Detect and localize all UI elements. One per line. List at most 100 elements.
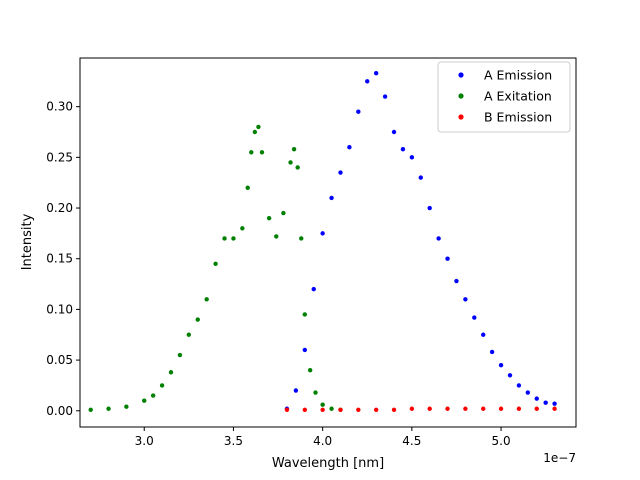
- y-tick-label: 0.20: [46, 201, 73, 215]
- series-0-point: [507, 373, 513, 378]
- series-0-point: [498, 362, 504, 368]
- legend-label-0: A Emission: [484, 68, 552, 83]
- series-2-point: [320, 407, 325, 412]
- series-2-point: [516, 406, 522, 411]
- series-0-point: [400, 147, 406, 152]
- series-0-point: [552, 401, 557, 406]
- series-1-point: [195, 317, 200, 322]
- legend: A Emission A Exitation B Emission: [437, 61, 571, 133]
- series-1-point: [274, 234, 279, 239]
- x-tick-label: 5.0: [492, 434, 511, 448]
- series-2-point: [391, 407, 397, 412]
- series-1-point: [302, 312, 308, 317]
- series-2-point: [427, 406, 432, 411]
- legend-frame: [437, 61, 571, 133]
- series-0-point: [525, 390, 531, 395]
- legend-label-1: A Exitation: [484, 89, 552, 104]
- series-2-point: [534, 406, 539, 411]
- points-layer: [88, 71, 557, 412]
- series-1-point: [299, 236, 304, 241]
- y-tick-label: 0.00: [46, 404, 73, 418]
- series-0-point: [427, 205, 432, 211]
- series-2-point: [481, 406, 486, 411]
- x-offset-label: 1e−7: [543, 451, 576, 465]
- series-0-point: [356, 109, 361, 114]
- y-tick-label: 0.15: [46, 252, 73, 266]
- series-0-point: [302, 347, 308, 353]
- series-0-point: [293, 388, 299, 393]
- y-axis-label: Intensity: [20, 213, 35, 270]
- series-0-point: [472, 315, 477, 320]
- series-1-point: [88, 407, 93, 412]
- series-1-point: [124, 404, 129, 409]
- series-2-point: [356, 407, 361, 412]
- series-2-point: [463, 406, 468, 411]
- series-0-point: [516, 383, 522, 388]
- series-1-point: [150, 393, 156, 398]
- x-tick-label: 3.0: [135, 434, 154, 448]
- series-0-point: [418, 175, 423, 180]
- series-1-point: [320, 402, 325, 407]
- series-1-point: [106, 406, 111, 411]
- series-1-point: [177, 352, 183, 358]
- series-2-point: [445, 406, 450, 411]
- series-1-point: [266, 215, 272, 221]
- series-1-point: [249, 150, 254, 155]
- series-1-point: [259, 150, 265, 155]
- series-2-point: [552, 406, 557, 411]
- x-axis-label: Wavelength [nm]: [272, 456, 384, 471]
- series-2-point: [284, 407, 290, 412]
- series-1-point: [291, 147, 297, 152]
- y-tick-label: 0.25: [46, 150, 73, 164]
- series-1-point: [168, 370, 174, 375]
- series-1-point: [245, 185, 250, 190]
- series-0-point: [311, 286, 316, 292]
- series-1-point: [213, 261, 218, 266]
- series-0-point: [391, 129, 397, 135]
- series-1-point: [313, 390, 318, 395]
- series-0-point: [454, 278, 459, 284]
- x-tick-label: 4.0: [313, 434, 332, 448]
- series-1-point: [307, 368, 313, 373]
- series-0-point: [338, 170, 343, 175]
- series-1-point: [186, 332, 192, 337]
- legend-marker-2: [458, 114, 464, 120]
- series-1-point: [329, 406, 334, 411]
- series-1-point: [204, 297, 209, 302]
- series-0-point: [489, 349, 495, 355]
- series-1-point: [240, 226, 245, 231]
- series-2-point: [498, 406, 504, 411]
- x-tick-label: 3.5: [224, 434, 243, 448]
- series-0-point: [534, 396, 539, 401]
- series-1-point: [256, 124, 261, 130]
- series-0-point: [365, 79, 370, 84]
- legend-label-2: B Emission: [484, 110, 552, 125]
- series-0-point: [445, 256, 450, 261]
- series-2-point: [409, 406, 415, 411]
- legend-marker-1: [458, 93, 464, 99]
- series-0-point: [463, 297, 468, 302]
- y-tick-label: 0.05: [46, 353, 73, 367]
- y-tick-label: 0.30: [46, 100, 73, 114]
- plot-frame: [79, 57, 577, 428]
- series-1-point: [295, 165, 300, 170]
- series-1-point: [159, 383, 165, 388]
- series-2-point: [338, 407, 343, 412]
- series-0-point: [382, 94, 388, 99]
- series-1-point: [281, 210, 286, 216]
- y-axis-ticks: 0.00 0.05 0.10 0.15 0.20 0.25 0.30: [46, 100, 80, 418]
- series-0-point: [543, 400, 548, 405]
- series-1-point: [142, 398, 147, 403]
- legend-marker-0: [458, 72, 464, 78]
- series-0-point: [436, 236, 441, 241]
- series-1-point: [252, 129, 258, 135]
- series-0-point: [481, 332, 486, 337]
- series-0-point: [347, 145, 352, 150]
- series-1-point: [231, 236, 236, 241]
- x-axis-ticks: 3.0 3.5 4.0 4.5 5.0: [135, 427, 511, 448]
- y-tick-label: 0.10: [46, 302, 73, 316]
- series-2-point: [373, 407, 379, 412]
- series-0-point: [373, 71, 379, 76]
- series-0-point: [329, 195, 334, 201]
